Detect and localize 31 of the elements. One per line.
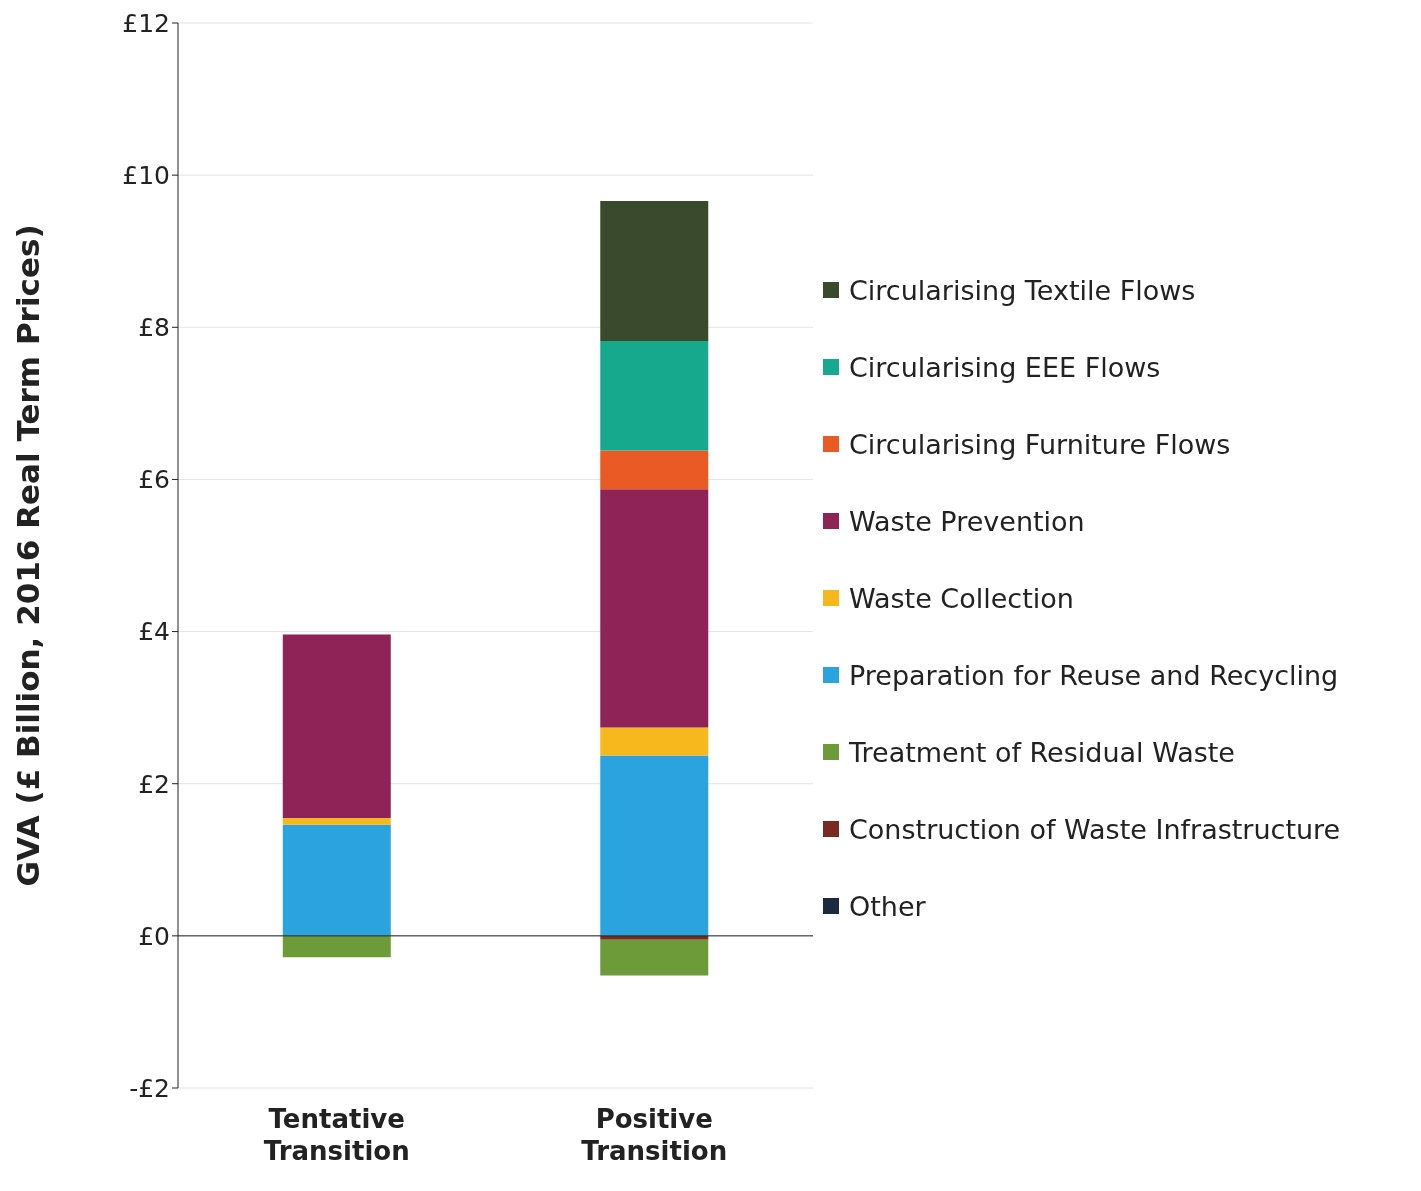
- bar: [282, 824, 391, 936]
- legend-label: Waste Prevention: [848, 505, 1086, 537]
- bar: [600, 489, 709, 728]
- y-tick-label: £8: [138, 313, 170, 343]
- bar: [282, 817, 391, 825]
- bar: [282, 935, 391, 958]
- x-tick-label: Tentative Transition: [263, 1104, 410, 1166]
- bar: [600, 727, 709, 756]
- bar: [600, 939, 709, 976]
- y-tick-label: £0: [138, 921, 170, 951]
- y-tick-label: £6: [138, 465, 170, 495]
- bar: [600, 201, 709, 341]
- y-tick-label: £4: [138, 617, 170, 647]
- y-tick-label: £10: [122, 161, 170, 191]
- legend-label: Waste Collection: [848, 582, 1075, 614]
- legend-label: Circularising Furniture Flows: [848, 428, 1232, 460]
- bar: [600, 755, 709, 936]
- bar: [600, 450, 709, 490]
- legend-label: Circularising EEE Flows: [848, 351, 1162, 383]
- legend-label: Circularising Textile Flows: [848, 274, 1197, 306]
- y-axis-title: GVA (£ Billion, 2016 Real Term Prices): [10, 224, 47, 887]
- legend-label: Treatment of Residual Waste: [848, 736, 1236, 768]
- y-tick-label: £12: [122, 8, 170, 38]
- x-tick-label: Positive Transition: [581, 1104, 728, 1166]
- legend-label: Other: [848, 890, 927, 922]
- y-tick-label: -£2: [129, 1073, 170, 1103]
- y-tick-label: £2: [138, 769, 170, 799]
- legend-label: Preparation for Reuse and Recycling: [848, 659, 1340, 691]
- legend-label: Construction of Waste Infrastructure: [848, 813, 1342, 845]
- bar: [600, 340, 709, 451]
- bar: [282, 634, 391, 818]
